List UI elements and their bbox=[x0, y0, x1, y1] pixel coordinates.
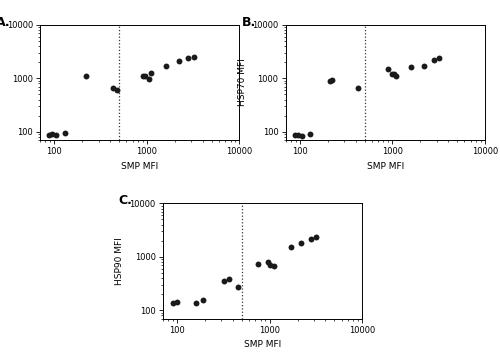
Point bbox=[169, 300, 177, 306]
Point bbox=[138, 73, 146, 79]
Point bbox=[290, 133, 298, 138]
Point bbox=[174, 58, 182, 64]
Point bbox=[224, 276, 232, 282]
Point bbox=[145, 76, 153, 82]
Point bbox=[390, 71, 398, 77]
Point bbox=[162, 63, 170, 69]
Point bbox=[270, 263, 278, 269]
Point bbox=[435, 55, 443, 61]
Point bbox=[82, 73, 90, 79]
Point bbox=[220, 278, 228, 284]
Point bbox=[114, 87, 122, 93]
Point bbox=[254, 261, 262, 266]
Point bbox=[184, 55, 192, 61]
Point bbox=[141, 73, 149, 79]
Text: A.: A. bbox=[0, 16, 10, 29]
Point bbox=[266, 262, 274, 268]
Point bbox=[45, 132, 53, 137]
Point bbox=[192, 300, 200, 306]
Point bbox=[52, 132, 60, 137]
Point bbox=[328, 77, 336, 83]
Point bbox=[326, 78, 334, 84]
Text: C.: C. bbox=[119, 194, 132, 207]
Y-axis label: TF MFI: TF MFI bbox=[0, 68, 2, 97]
Point bbox=[109, 85, 117, 91]
X-axis label: SMP MFI: SMP MFI bbox=[244, 340, 281, 349]
Point bbox=[190, 54, 198, 60]
Point bbox=[48, 131, 56, 137]
Y-axis label: HSP90 MFI: HSP90 MFI bbox=[115, 237, 124, 285]
Point bbox=[264, 259, 272, 265]
Text: B.: B. bbox=[242, 16, 256, 29]
Point bbox=[298, 240, 306, 246]
Point bbox=[354, 85, 362, 91]
Y-axis label: HSP70 MFI: HSP70 MFI bbox=[238, 58, 247, 106]
Point bbox=[392, 73, 400, 79]
Point bbox=[146, 70, 154, 76]
Point bbox=[199, 297, 207, 303]
Point bbox=[294, 132, 302, 137]
Point bbox=[287, 245, 295, 250]
Point bbox=[173, 299, 181, 304]
Point bbox=[430, 57, 438, 63]
Point bbox=[388, 71, 396, 77]
X-axis label: SMP MFI: SMP MFI bbox=[121, 161, 158, 171]
Point bbox=[307, 236, 315, 241]
Point bbox=[298, 133, 306, 139]
X-axis label: SMP MFI: SMP MFI bbox=[366, 161, 404, 171]
Point bbox=[234, 284, 241, 290]
Point bbox=[312, 234, 320, 239]
Point bbox=[420, 63, 428, 69]
Point bbox=[384, 66, 392, 72]
Point bbox=[408, 64, 416, 70]
Point bbox=[306, 131, 314, 137]
Point bbox=[61, 130, 69, 136]
